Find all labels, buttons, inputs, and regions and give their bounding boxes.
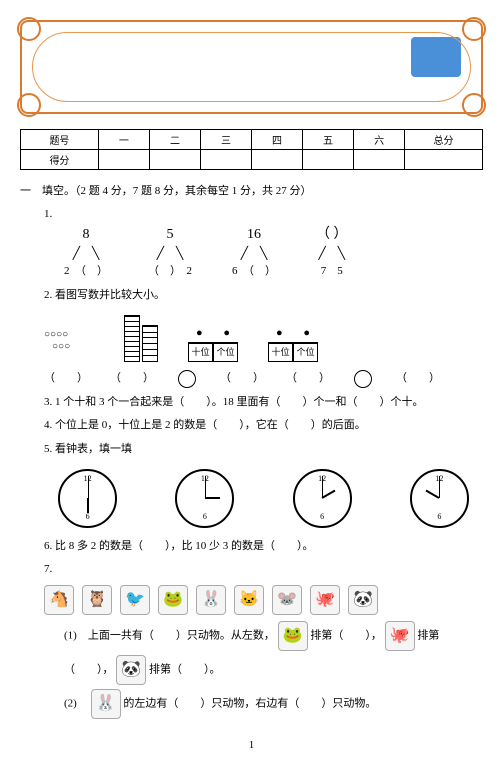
animal-icon: 🐭	[272, 585, 302, 615]
q-text: 个位上是 0，十位上是 2 的数是（ ），它在（ ）的后面。	[55, 419, 366, 431]
sub-question-1: (1) 上面一共有（ ）只动物。从左数， 🐸 排第（ ）， 🐙 排第	[64, 621, 483, 651]
split-diagram: 5 ╱ ╲ （ ） 2	[148, 224, 192, 281]
animal-icon: 🐙	[310, 585, 340, 615]
question-5: 5. 看钟表，填一填	[44, 441, 483, 528]
q-number: 3.	[44, 396, 52, 408]
animal-icon: 🦉	[82, 585, 112, 615]
decorative-banner	[20, 20, 483, 114]
table-row: 得分	[21, 150, 483, 170]
blank: （ ） （ ）	[220, 370, 330, 388]
animal-icon: 🐱	[234, 585, 264, 615]
section-title: 一 填空。（2 题 4 分，7 题 8 分，其余每空 1 分，共 27 分）	[20, 182, 483, 198]
bars-figure	[124, 317, 158, 362]
q-text: 比 8 多 2 的数是（ ），比 10 少 3 的数是（ ）。	[55, 540, 314, 552]
blank: （ ）	[396, 370, 440, 388]
question-7: 7. 🐴🦉🐦🐸🐰🐱🐭🐙🐼 (1) 上面一共有（ ）只动物。从左数， 🐸 排第（ …	[44, 561, 483, 719]
q-number: 7.	[44, 563, 52, 575]
split-diagram: （ ） ╱ ╲ 7 5	[316, 224, 348, 281]
q-number: 1.	[44, 208, 52, 220]
clock-face	[293, 469, 352, 528]
q-number: 6.	[44, 540, 52, 552]
header-cell: 二	[149, 130, 200, 150]
header-cell: 总分	[405, 130, 483, 150]
header-cell: 三	[200, 130, 251, 150]
q-number: 4.	[44, 419, 52, 431]
animal-icon: 🐰	[91, 689, 121, 719]
animal-icon: 🐸	[278, 621, 308, 651]
header-cell: 五	[303, 130, 354, 150]
header-cell: 六	[354, 130, 405, 150]
compare-circle	[354, 370, 372, 388]
header-cell: 题号	[21, 130, 99, 150]
q-text: 看图写数并比较大小。	[55, 289, 165, 301]
abacus-figure: 十位个位	[188, 312, 238, 361]
blank: （ ） （ ）	[44, 370, 154, 388]
question-6: 6. 比 8 多 2 的数是（ ），比 10 少 3 的数是（ ）。	[44, 538, 483, 556]
animal-icon: 🐙	[385, 621, 415, 651]
header-cell: 四	[251, 130, 302, 150]
q-number: 5.	[44, 443, 52, 455]
animal-icon: 🐼	[348, 585, 378, 615]
header-cell: 一	[98, 130, 149, 150]
split-diagram: 8 ╱ ╲ 2 （ ）	[64, 224, 108, 281]
table-row: 题号 一 二 三 四 五 六 总分	[21, 130, 483, 150]
question-4: 4. 个位上是 0，十位上是 2 的数是（ ），它在（ ）的后面。	[44, 417, 483, 435]
q-number: 2.	[44, 289, 52, 301]
sub-question-2: (2) 🐰 的左边有（ ）只动物，右边有（ ）只动物。	[64, 689, 483, 719]
split-diagram: 16 ╱ ╲ 6 （ ）	[232, 224, 276, 281]
animal-icon: 🐰	[196, 585, 226, 615]
animal-icon: 🐼	[116, 655, 146, 685]
clock-face	[58, 469, 117, 528]
q-text: 看钟表，填一填	[55, 443, 132, 455]
sub-question-1-cont: （ ）， 🐼 排第（ ）。	[64, 655, 483, 685]
page-number: 1	[20, 739, 483, 751]
row-label-cell: 得分	[21, 150, 99, 170]
compare-circle	[178, 370, 196, 388]
beads-figure	[44, 327, 94, 362]
clock-face	[410, 469, 469, 528]
abacus-figure: 十位个位	[268, 312, 318, 361]
clock-face	[175, 469, 234, 528]
q-text: 1 个十和 3 个一合起来是（ ）。18 里面有（ ）个一和（ ）个十。	[55, 396, 424, 408]
question-3: 3. 1 个十和 3 个一合起来是（ ）。18 里面有（ ）个一和（ ）个十。	[44, 394, 483, 412]
question-1: 1. 8 ╱ ╲ 2 （ ） 5 ╱ ╲ （ ） 2 16 ╱ ╲ 6 （ ） …	[44, 206, 483, 281]
animal-icon: 🐴	[44, 585, 74, 615]
animal-icon: 🐦	[120, 585, 150, 615]
score-table: 题号 一 二 三 四 五 六 总分 得分	[20, 129, 483, 170]
question-2: 2. 看图写数并比较大小。 十位个位 十位个位 （ ） （ ） （ ） （ ） …	[44, 287, 483, 388]
animal-icon: 🐸	[158, 585, 188, 615]
